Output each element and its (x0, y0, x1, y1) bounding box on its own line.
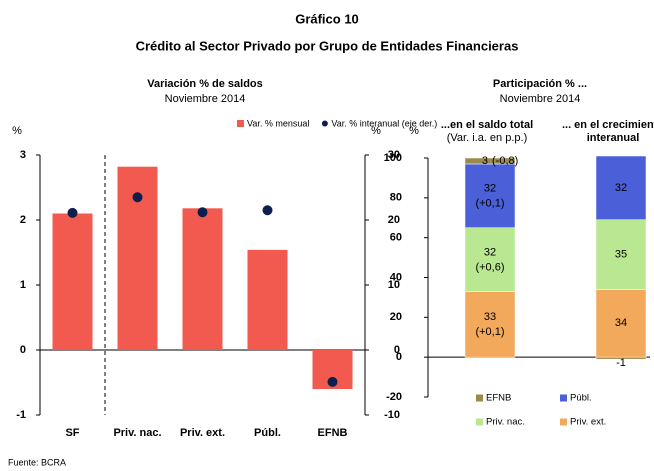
y-axis-label: % (12, 125, 22, 137)
value-label: 32 (484, 246, 496, 258)
value-label: 34 (615, 317, 627, 329)
point (262, 205, 273, 216)
y-tick-label: 0 (20, 344, 26, 356)
value-label: 35 (615, 249, 627, 261)
legend-label: Públ. (570, 393, 592, 404)
y2-tick-label: 10 (388, 279, 400, 291)
y-tick-label: 80 (390, 192, 402, 204)
y2-tick-label: 20 (388, 214, 400, 226)
change-label: (+0,1) (475, 198, 504, 210)
legend-swatch (560, 394, 567, 402)
legend-swatch (560, 418, 567, 426)
y2-tick-label: 30 (388, 149, 400, 161)
y-axis-label: % (409, 125, 419, 137)
y-tick-label: -20 (386, 391, 402, 403)
change-label: (+0,6) (475, 261, 504, 273)
legend-label: Var. % mensual (247, 118, 309, 128)
y-tick-label: 3 (20, 149, 26, 161)
legend-swatch (321, 120, 328, 127)
value-label: 33 (484, 311, 496, 323)
category-label: ...en el saldo total (440, 119, 534, 131)
y2-tick-label: -10 (384, 409, 400, 421)
y-tick-label: -1 (16, 409, 26, 421)
point (197, 207, 208, 218)
category-note: (Var. i.a. en p.p.) (446, 132, 528, 144)
legend-swatch (237, 120, 244, 127)
bar (52, 213, 93, 350)
bar-segment (464, 227, 516, 292)
legend-swatch (476, 418, 483, 426)
source: Fuente: BCRA (8, 457, 66, 467)
category-label: ... en el crecimiento interanual (561, 119, 654, 144)
x-tick-label: SF (65, 427, 79, 439)
x-tick-label: EFNB (318, 427, 348, 439)
y2-axis-label: % (371, 125, 381, 137)
bar-segment (464, 291, 516, 358)
y-tick-label: 1 (20, 279, 26, 291)
bar-segment (595, 155, 647, 220)
bar (182, 208, 223, 350)
chart-subtitle: Noviembre 2014 (500, 93, 581, 105)
bar-segment (595, 289, 647, 358)
category-header: ... en el crecimiento interanual (553, 119, 654, 145)
y-tick-label: 2 (20, 214, 26, 226)
x-tick-label: Públ. (254, 427, 281, 439)
value-label: 32 (615, 182, 627, 194)
point (67, 207, 78, 218)
x-tick-label: Priv. ext. (180, 427, 225, 439)
bar-segment (595, 219, 647, 290)
figure-title: Gráfico 10 (295, 11, 359, 26)
value-label: 3 (482, 155, 488, 167)
legend-label: EFNB (486, 393, 511, 404)
y-tick-label: 0 (396, 351, 402, 363)
bar-segment (595, 356, 647, 360)
point (132, 192, 143, 203)
value-label: -1 (616, 357, 626, 369)
bar-segment (464, 157, 516, 165)
chart-title: Variación % de saldos (147, 78, 263, 90)
x-tick-label: Priv. nac. (113, 427, 161, 439)
chart-title: Participación % ... (493, 78, 587, 90)
bar-segment (464, 163, 516, 228)
bar (247, 249, 288, 350)
change-label: (+0,1) (475, 326, 504, 338)
chart-subtitle: Noviembre 2014 (165, 93, 246, 105)
value-label: 32 (484, 183, 496, 195)
y-tick-label: 20 (390, 311, 402, 323)
legend-label: Var. % interanual (eje der.) (331, 118, 437, 128)
figure-subtitle: Crédito al Sector Privado por Grupo de E… (136, 38, 519, 53)
point (327, 376, 338, 387)
y-tick-label: 60 (390, 232, 402, 244)
legend-label: Priv. nac. (486, 417, 525, 428)
y-tick-label: 100 (384, 152, 402, 164)
y2-tick-label: 0 (394, 344, 400, 356)
legend-swatch (476, 394, 483, 402)
change-label: (-0,8) (492, 155, 518, 167)
legend-label: Priv. ext. (570, 417, 606, 428)
category-header: ...en el saldo total (Var. i.a. en p.p.) (417, 119, 557, 145)
y-tick-label: 40 (390, 271, 402, 283)
